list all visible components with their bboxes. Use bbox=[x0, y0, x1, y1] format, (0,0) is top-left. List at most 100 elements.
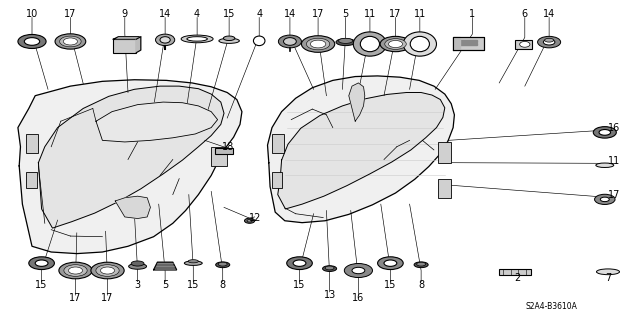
Ellipse shape bbox=[244, 218, 255, 223]
Ellipse shape bbox=[68, 267, 83, 274]
Text: 17: 17 bbox=[64, 9, 77, 19]
Text: 3: 3 bbox=[134, 279, 141, 290]
Text: 15: 15 bbox=[293, 279, 306, 290]
Ellipse shape bbox=[310, 40, 326, 48]
Bar bbox=[26, 172, 37, 188]
Ellipse shape bbox=[131, 261, 144, 266]
Ellipse shape bbox=[596, 163, 614, 167]
Ellipse shape bbox=[160, 37, 170, 43]
Ellipse shape bbox=[188, 260, 198, 263]
Ellipse shape bbox=[336, 39, 355, 46]
Text: 8: 8 bbox=[418, 279, 424, 290]
Bar bbox=[438, 179, 451, 198]
Ellipse shape bbox=[417, 262, 426, 266]
Text: 10: 10 bbox=[26, 9, 38, 19]
Text: 17: 17 bbox=[389, 9, 402, 19]
Ellipse shape bbox=[384, 260, 397, 266]
Ellipse shape bbox=[543, 39, 555, 45]
Ellipse shape bbox=[253, 36, 265, 46]
Ellipse shape bbox=[59, 262, 92, 279]
Bar bbox=[26, 134, 38, 153]
Ellipse shape bbox=[538, 36, 561, 48]
Polygon shape bbox=[278, 93, 445, 209]
Text: 11: 11 bbox=[608, 156, 621, 166]
Ellipse shape bbox=[63, 38, 77, 45]
Ellipse shape bbox=[101, 267, 114, 274]
Polygon shape bbox=[18, 80, 242, 254]
Ellipse shape bbox=[339, 38, 353, 43]
Text: 14: 14 bbox=[284, 9, 296, 19]
Text: 5: 5 bbox=[342, 9, 349, 19]
Text: 1: 1 bbox=[469, 9, 476, 19]
Text: 2: 2 bbox=[514, 273, 520, 283]
Text: 16: 16 bbox=[352, 293, 365, 303]
Ellipse shape bbox=[55, 34, 86, 49]
Ellipse shape bbox=[360, 36, 380, 52]
Ellipse shape bbox=[216, 262, 230, 268]
Ellipse shape bbox=[600, 197, 609, 202]
Ellipse shape bbox=[293, 260, 306, 266]
Ellipse shape bbox=[96, 265, 119, 276]
Ellipse shape bbox=[35, 260, 48, 266]
Ellipse shape bbox=[64, 265, 87, 276]
Ellipse shape bbox=[24, 38, 40, 45]
Polygon shape bbox=[136, 37, 141, 53]
Ellipse shape bbox=[385, 39, 406, 49]
Text: 17: 17 bbox=[608, 189, 621, 200]
Polygon shape bbox=[96, 102, 218, 142]
Ellipse shape bbox=[595, 194, 615, 204]
Text: 17: 17 bbox=[101, 293, 114, 303]
Ellipse shape bbox=[520, 41, 530, 47]
Text: 14: 14 bbox=[159, 9, 172, 19]
Polygon shape bbox=[460, 40, 477, 42]
Bar bbox=[211, 147, 227, 166]
Ellipse shape bbox=[599, 130, 611, 135]
Ellipse shape bbox=[187, 37, 207, 41]
Ellipse shape bbox=[311, 41, 325, 48]
Ellipse shape bbox=[545, 38, 554, 42]
Text: 17: 17 bbox=[312, 9, 324, 19]
Text: S2A4-B3610A: S2A4-B3610A bbox=[525, 302, 578, 311]
Polygon shape bbox=[154, 262, 177, 270]
Ellipse shape bbox=[91, 262, 124, 279]
Text: 17: 17 bbox=[69, 293, 82, 303]
Ellipse shape bbox=[247, 219, 252, 222]
Polygon shape bbox=[113, 37, 141, 39]
Text: 8: 8 bbox=[220, 279, 226, 290]
Text: 11: 11 bbox=[413, 9, 426, 19]
Ellipse shape bbox=[388, 41, 403, 48]
Ellipse shape bbox=[64, 38, 77, 45]
Ellipse shape bbox=[403, 32, 436, 56]
Ellipse shape bbox=[593, 127, 616, 138]
Text: 18: 18 bbox=[221, 142, 234, 152]
FancyBboxPatch shape bbox=[215, 148, 233, 154]
Text: 15: 15 bbox=[223, 9, 236, 19]
Ellipse shape bbox=[414, 262, 428, 268]
Ellipse shape bbox=[60, 36, 81, 47]
FancyBboxPatch shape bbox=[499, 269, 531, 275]
Ellipse shape bbox=[69, 267, 82, 274]
Bar bbox=[272, 134, 284, 153]
Ellipse shape bbox=[219, 38, 239, 43]
FancyBboxPatch shape bbox=[113, 39, 136, 53]
Ellipse shape bbox=[278, 35, 301, 48]
Ellipse shape bbox=[380, 36, 411, 52]
Polygon shape bbox=[115, 196, 150, 219]
Polygon shape bbox=[349, 83, 365, 121]
Text: 16: 16 bbox=[608, 122, 621, 133]
Ellipse shape bbox=[284, 38, 296, 45]
FancyBboxPatch shape bbox=[515, 40, 532, 49]
Text: 9: 9 bbox=[122, 9, 128, 19]
Ellipse shape bbox=[184, 261, 202, 265]
Text: 6: 6 bbox=[522, 9, 528, 19]
Text: 4: 4 bbox=[194, 9, 200, 19]
Text: 11: 11 bbox=[364, 9, 376, 19]
Polygon shape bbox=[460, 43, 477, 45]
Ellipse shape bbox=[301, 36, 335, 52]
Ellipse shape bbox=[596, 269, 620, 275]
FancyBboxPatch shape bbox=[453, 37, 484, 50]
Polygon shape bbox=[268, 76, 454, 223]
Ellipse shape bbox=[323, 266, 337, 271]
Text: 7: 7 bbox=[605, 273, 611, 283]
Ellipse shape bbox=[325, 266, 334, 270]
